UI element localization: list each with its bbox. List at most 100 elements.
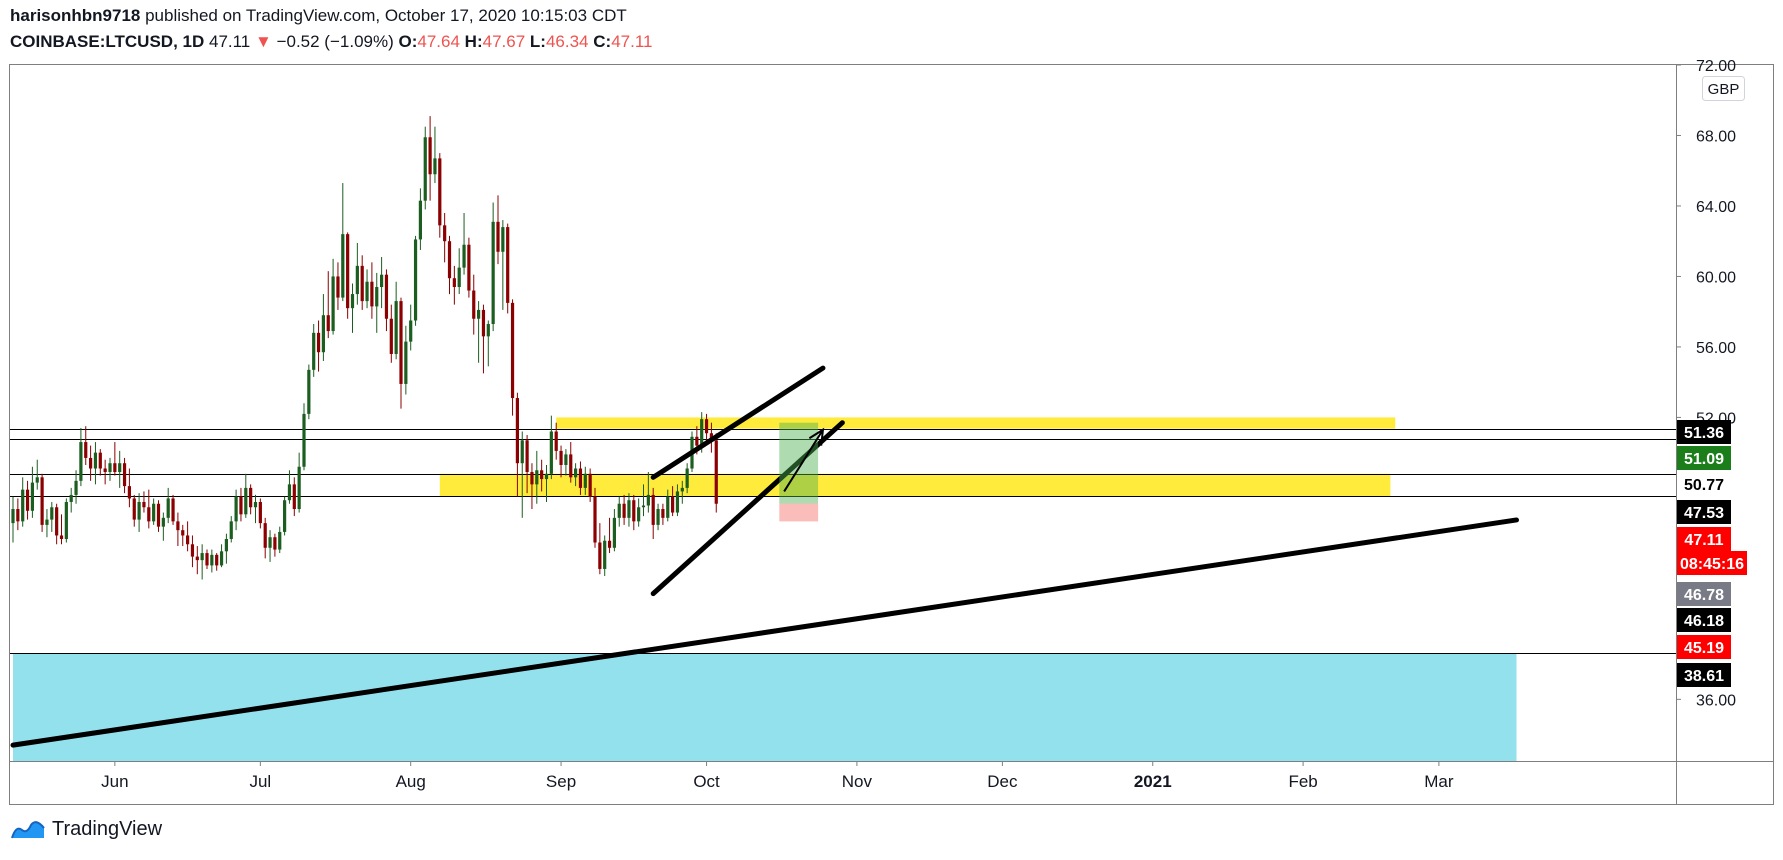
candle (501, 220, 505, 310)
currency-label: GBP (1708, 81, 1740, 98)
candle (554, 422, 558, 460)
candle (45, 509, 49, 538)
price-tag-label: 51.36 (1684, 425, 1724, 442)
candle (283, 496, 287, 536)
candle-body-up (433, 158, 437, 175)
price-tag: 46.18 (1677, 608, 1731, 632)
candle (588, 468, 592, 502)
tradingview-branding[interactable]: TradingView (10, 818, 162, 841)
candle-body-up (45, 519, 49, 525)
candle (321, 294, 325, 362)
chart-frame (9, 64, 1774, 805)
candle-body-up (501, 227, 505, 252)
candle (583, 466, 587, 495)
candle-body-up (341, 234, 345, 298)
candle-body-up (244, 487, 248, 515)
candle (25, 480, 30, 520)
candle (370, 262, 374, 319)
price-tag-bg (1677, 472, 1731, 496)
candle-body-down (292, 484, 296, 510)
candle (55, 503, 59, 545)
candle (433, 126, 437, 184)
candle (384, 269, 389, 332)
time-label: Sep (546, 772, 576, 791)
candle-body-down (186, 535, 190, 545)
open-value: 47.64 (417, 32, 460, 51)
price-tag-label: 46.18 (1684, 613, 1724, 630)
countdown-label: 08:45:16 (1680, 556, 1744, 573)
candle (491, 202, 495, 332)
candle-body-up (161, 517, 165, 527)
candle (481, 304, 486, 374)
close-value: 47.11 (611, 32, 653, 51)
candle (535, 450, 539, 504)
price-tag-bg (1677, 527, 1731, 551)
candle-body-up (535, 470, 539, 485)
candle (195, 546, 199, 575)
candle-body-up (283, 500, 287, 532)
price-tag-bg (1677, 663, 1731, 687)
candle (375, 272, 379, 333)
candle (273, 533, 277, 557)
candle (656, 503, 660, 531)
candle-body-down (651, 494, 655, 525)
candle-body-down (506, 227, 510, 303)
candle (423, 126, 427, 210)
candle (166, 487, 170, 524)
time-axis[interactable]: Jun Jul Aug Sep Oct Nov Dec 2021 Feb Mar (101, 761, 1454, 791)
low-value: 46.34 (545, 32, 589, 51)
candle (161, 512, 165, 541)
price-tick-label: 56.00 (1696, 340, 1736, 357)
candle-body-down (156, 503, 161, 527)
candle-body-up (312, 332, 316, 370)
tradingview-wordmark: TradingView (52, 818, 163, 840)
price-tag-label: 45.19 (1684, 640, 1724, 657)
candle (559, 445, 563, 478)
candle-body-down (399, 301, 403, 384)
candle-body-down (205, 553, 209, 566)
candle (11, 496, 15, 543)
candle (394, 281, 398, 360)
close-label: C: (593, 32, 612, 51)
candle-body-up (219, 551, 224, 566)
author-name[interactable]: harisonhbn9718 (10, 6, 141, 25)
price-tag: 47.11 (1677, 527, 1731, 551)
candle (350, 283, 355, 333)
candle (69, 487, 73, 513)
currency-button[interactable]: GBP (1702, 76, 1745, 101)
price-tag-bg (1677, 446, 1731, 470)
candle-body-down (384, 274, 389, 319)
candle-body-down (540, 470, 544, 480)
candle-body-up (617, 503, 621, 518)
candle (510, 299, 515, 416)
candle-body-down (55, 507, 59, 536)
candle-body-up (287, 484, 292, 501)
price-tag: 46.78 (1677, 582, 1731, 606)
price-tag-label: 47.53 (1684, 505, 1724, 522)
down-arrow-icon: ▼ (255, 32, 272, 51)
candle-body-down (515, 398, 519, 464)
price-tag: 38.61 (1677, 663, 1731, 687)
candle (89, 445, 93, 481)
candle (249, 484, 253, 515)
symbol-label: COINBASE:LTCUSD, 1D (10, 32, 205, 51)
candle (263, 517, 267, 559)
price-tick-label: 68.00 (1696, 128, 1736, 145)
publish-info: harisonhbn9718 published on TradingView.… (10, 6, 627, 26)
price-tag: 51.09 (1677, 446, 1731, 470)
candle (219, 544, 224, 568)
candle (413, 235, 418, 326)
candle-body-up (423, 137, 427, 201)
candle-body-up (477, 309, 481, 319)
candle (632, 494, 636, 531)
price-tag-label: 50.77 (1684, 477, 1724, 494)
price-tag: 50.77 (1677, 472, 1731, 496)
candle (661, 503, 665, 525)
candle (108, 457, 112, 481)
candle-body-down (346, 234, 350, 309)
time-label: Jun (101, 772, 128, 791)
candle (292, 477, 296, 517)
candle-body-up (253, 501, 258, 508)
